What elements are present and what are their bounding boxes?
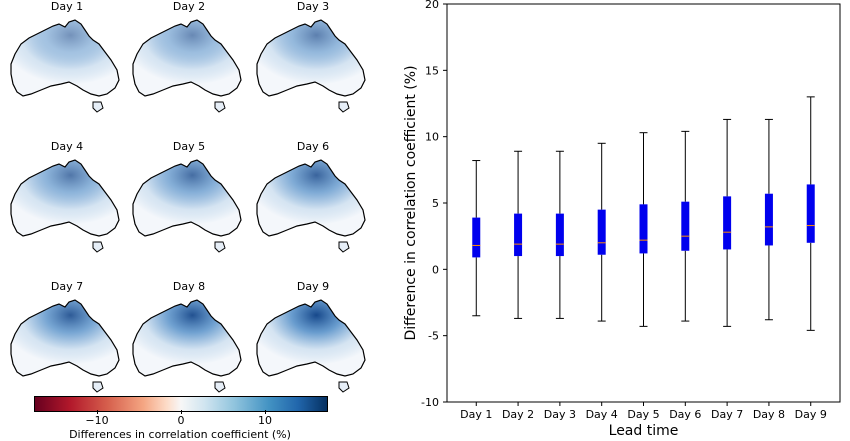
colorbar-tick-mark <box>181 410 182 414</box>
box-body <box>514 213 523 257</box>
y-tick-label: 20 <box>425 0 439 11</box>
australia-map <box>10 19 120 113</box>
map-title: Day 7 <box>50 280 84 293</box>
australia-map <box>10 299 120 393</box>
map-title: Day 1 <box>50 0 84 13</box>
box-body <box>472 217 481 258</box>
box-day-3 <box>555 150 564 319</box>
x-tick-label: Day 7 <box>711 408 743 421</box>
map-day-2: Day 2 <box>129 0 249 135</box>
y-tick-label: -10 <box>421 396 439 409</box>
box-body <box>764 193 773 246</box>
map-day-4: Day 4 <box>7 140 127 275</box>
box-day-6 <box>681 130 690 322</box>
x-tick-label: Day 8 <box>753 408 785 421</box>
colorbar-label: Differences in correlation coefficient (… <box>69 428 291 441</box>
x-tick-label: Day 2 <box>502 408 534 421</box>
y-tick-label: 10 <box>425 131 439 144</box>
box-day-1 <box>472 160 481 317</box>
y-tick-label: 15 <box>425 64 439 77</box>
map-title: Day 8 <box>172 280 206 293</box>
colorbar-tick-label: 0 <box>177 414 185 427</box>
australia-map <box>10 159 120 253</box>
y-tick-label: -5 <box>428 330 439 343</box>
map-day-8: Day 8 <box>129 280 249 415</box>
x-tick-label: Day 6 <box>669 408 701 421</box>
map-title: Day 5 <box>172 140 206 153</box>
y-tick-label: 5 <box>432 197 439 210</box>
y-axis-label: Difference in correlation coefficient (%… <box>403 65 419 340</box>
australia-map <box>132 19 242 113</box>
box-day-2 <box>514 150 523 319</box>
map-day-7: Day 7 <box>7 280 127 415</box>
map-day-1: Day 1 <box>7 0 127 135</box>
box-day-7 <box>723 118 732 327</box>
map-title: Day 3 <box>296 0 330 13</box>
box-day-8 <box>764 118 773 321</box>
box-body <box>681 201 690 251</box>
x-tick-label: Day 5 <box>627 408 659 421</box>
box-body <box>806 184 815 243</box>
x-tick-label: Day 4 <box>586 408 618 421</box>
australia-map <box>256 159 366 253</box>
boxplot-chart: -10 -5 0 5 10 15 20 Difference in correlation c… <box>403 0 841 439</box>
box-body <box>555 213 564 257</box>
x-tick-label: Day 9 <box>795 408 827 421</box>
box-day-9 <box>806 96 815 331</box>
x-tick-label: Day 3 <box>544 408 576 421</box>
colorbar-tick-label: 10 <box>258 414 272 427</box>
map-title: Day 9 <box>296 280 330 293</box>
box-body <box>723 196 732 250</box>
map-title: Day 4 <box>50 140 84 153</box>
box-day-4 <box>597 142 606 322</box>
maps-panel: Day 1 Day 2 Day 3 Day 4 Day 5 Day 6 Day 7 Day 8… <box>0 0 380 440</box>
australia-map <box>256 299 366 393</box>
colorbar-tick-mark <box>97 410 98 414</box>
map-title: Day 2 <box>172 0 206 13</box>
box-body <box>597 209 606 255</box>
colorbar-tick-label: −10 <box>85 414 109 427</box>
australia-map <box>132 159 242 253</box>
x-tick-label: Day 1 <box>460 408 492 421</box>
box-day-5 <box>639 132 648 327</box>
map-day-6: Day 6 <box>253 140 373 275</box>
australia-map <box>256 19 366 113</box>
map-day-9: Day 9 <box>253 280 373 415</box>
map-day-3: Day 3 <box>253 0 373 135</box>
y-tick-label: 0 <box>432 263 439 276</box>
map-title: Day 6 <box>296 140 330 153</box>
x-axis-label: Lead time <box>609 423 679 439</box>
box-body <box>639 204 648 254</box>
colorbar-tick-mark <box>265 410 266 414</box>
australia-map <box>132 299 242 393</box>
map-day-5: Day 5 <box>129 140 249 275</box>
